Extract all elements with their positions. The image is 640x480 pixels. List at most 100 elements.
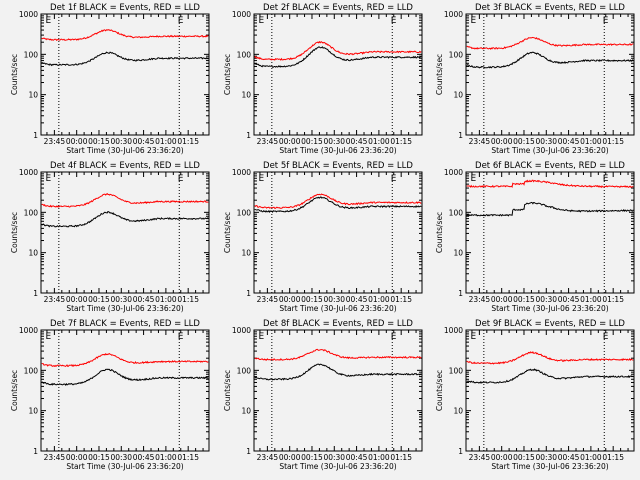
y-tick-label: 10 — [241, 407, 251, 416]
e-marker-label: E — [603, 332, 609, 342]
e-marker-label: E — [603, 174, 609, 184]
y-tick-label: 1 — [33, 131, 38, 140]
x-tick-label: 00:45 — [346, 137, 368, 146]
x-tick-label: 00:45 — [133, 453, 155, 462]
x-tick-label: 00:45 — [346, 295, 368, 304]
x-tick-label: 01:00 — [580, 137, 602, 146]
x-tick-label: 01:00 — [580, 295, 602, 304]
y-tick-label: 1000 — [444, 10, 463, 19]
y-axis-label: Counts/sec — [223, 370, 232, 411]
x-tick-label: 23:45 — [257, 453, 279, 462]
y-tick-label: 100 — [237, 208, 252, 217]
panel-title: Det 6f BLACK = Events, RED = LLD — [475, 161, 625, 171]
lld-rate-line — [41, 352, 209, 368]
detector-panel: Det 6f BLACK = Events, RED = LLD 1 10 100 10… — [435, 161, 635, 313]
events-rate-line — [254, 363, 422, 381]
y-tick-label: 1000 — [444, 168, 463, 177]
events-rate-line — [41, 51, 209, 67]
y-tick-label: 100 — [237, 50, 252, 59]
x-tick-label: 00:15 — [88, 295, 110, 304]
x-tick-label: 00:15 — [301, 137, 323, 146]
x-tick-label: 00:30 — [535, 137, 557, 146]
x-tick-label: 00:00 — [66, 137, 88, 146]
x-tick-label: 00:30 — [323, 137, 345, 146]
e-marker-label: E — [178, 332, 184, 342]
y-tick-label: 10 — [28, 91, 38, 100]
e-marker-label: E — [391, 16, 397, 26]
e-marker-label: E — [178, 174, 184, 184]
x-tick-label: 01:15 — [602, 137, 624, 146]
detector-panel: Det 7f BLACK = Events, RED = LLD 1 10 100 10… — [10, 319, 210, 471]
x-axis-label: Start Time (30-Jul-06 23:36:20) — [491, 462, 608, 471]
x-tick-label: 00:15 — [513, 453, 535, 462]
x-axis-label: Start Time (30-Jul-06 23:36:20) — [491, 304, 608, 313]
x-tick-label: 00:00 — [491, 295, 513, 304]
detector-panel: Det 4f BLACK = Events, RED = LLD 1 10 100 10… — [10, 161, 210, 313]
detector-panel: Det 8f BLACK = Events, RED = LLD 1 10 100 10… — [223, 319, 423, 471]
x-tick-label: 01:00 — [155, 137, 177, 146]
x-tick-label: 00:15 — [88, 137, 110, 146]
x-tick-label: 00:00 — [491, 453, 513, 462]
x-tick-label: 01:15 — [602, 295, 624, 304]
e-marker-label: E — [470, 16, 476, 26]
e-marker-label: E — [258, 174, 264, 184]
events-rate-line — [41, 211, 209, 228]
e-marker-label: E — [603, 16, 609, 26]
x-tick-label: 00:15 — [88, 453, 110, 462]
y-tick-label: 1000 — [19, 326, 38, 335]
y-tick-label: 1 — [458, 447, 463, 456]
events-rate-line — [466, 201, 634, 217]
y-axis-label: Counts/sec — [435, 370, 444, 411]
y-tick-label: 10 — [241, 91, 251, 100]
y-tick-label: 10 — [28, 407, 38, 416]
detector-panel: Det 9f BLACK = Events, RED = LLD 1 10 100 10… — [435, 319, 635, 471]
y-tick-label: 100 — [24, 208, 39, 217]
plot-frame — [253, 171, 423, 294]
lld-rate-line — [466, 179, 634, 189]
e-marker-label: E — [45, 174, 51, 184]
y-tick-label: 1000 — [232, 168, 251, 177]
y-tick-label: 10 — [453, 91, 463, 100]
plot-frame — [465, 329, 635, 452]
lld-rate-line — [466, 36, 634, 50]
x-tick-label: 00:30 — [110, 295, 132, 304]
x-tick-label: 00:00 — [279, 295, 301, 304]
x-tick-label: 01:15 — [390, 137, 412, 146]
events-rate-line — [41, 368, 209, 386]
x-tick-label: 00:30 — [110, 453, 132, 462]
events-rate-line — [466, 368, 634, 384]
y-tick-label: 1 — [458, 131, 463, 140]
e-marker-label: E — [45, 332, 51, 342]
detector-panel: Det 2f BLACK = Events, RED = LLD 1 10 100 10… — [223, 3, 423, 155]
x-tick-label: 01:00 — [368, 295, 390, 304]
y-tick-label: 1 — [33, 289, 38, 298]
x-tick-label: 23:45 — [469, 137, 491, 146]
panel-title: Det 7f BLACK = Events, RED = LLD — [50, 319, 200, 329]
y-tick-label: 100 — [24, 366, 39, 375]
plot-frame — [253, 13, 423, 136]
panel-title: Det 9f BLACK = Events, RED = LLD — [475, 319, 625, 329]
y-axis-label: Counts/sec — [223, 54, 232, 95]
x-tick-label: 00:15 — [513, 137, 535, 146]
panel-title: Det 4f BLACK = Events, RED = LLD — [50, 161, 200, 171]
y-axis-label: Counts/sec — [435, 212, 444, 253]
plot-frame — [465, 171, 635, 294]
plot-frame — [40, 171, 210, 294]
x-tick-label: 23:45 — [44, 137, 66, 146]
x-tick-label: 00:45 — [346, 453, 368, 462]
lld-rate-line — [254, 348, 422, 361]
y-tick-label: 1 — [458, 289, 463, 298]
x-tick-label: 23:45 — [257, 137, 279, 146]
y-tick-label: 1000 — [444, 326, 463, 335]
y-tick-label: 100 — [237, 366, 252, 375]
panel-title: Det 3f BLACK = Events, RED = LLD — [475, 3, 625, 13]
detector-panel: Det 1f BLACK = Events, RED = LLD 1 10 100 10… — [10, 3, 210, 155]
y-axis-label: Counts/sec — [10, 212, 19, 253]
x-tick-label: 01:00 — [368, 137, 390, 146]
panel-title: Det 2f BLACK = Events, RED = LLD — [263, 3, 413, 13]
plot-frame — [40, 13, 210, 136]
x-tick-label: 01:00 — [580, 453, 602, 462]
x-axis-label: Start Time (30-Jul-06 23:36:20) — [66, 146, 183, 155]
x-tick-label: 01:15 — [177, 295, 199, 304]
